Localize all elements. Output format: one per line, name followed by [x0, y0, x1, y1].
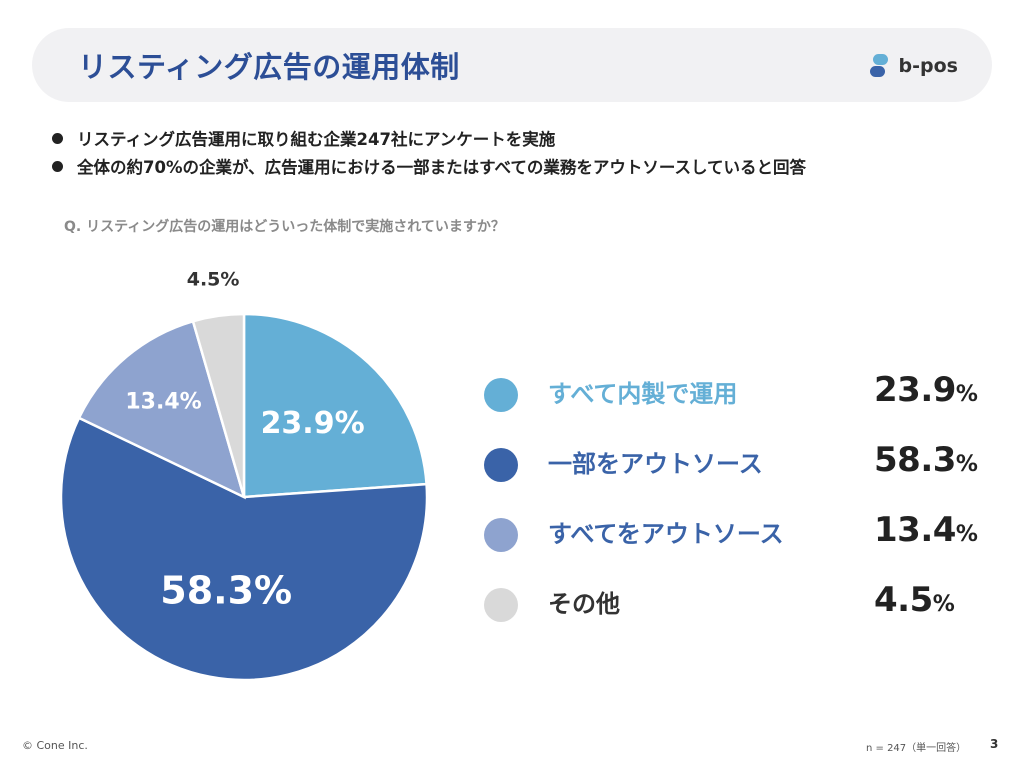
legend-value: 23.9%	[874, 370, 978, 410]
pie-slice-4	[191, 312, 246, 498]
bullet-item: リスティング広告運用に取り組む企業247社にアンケートを実施	[52, 126, 806, 154]
summary-bullets: リスティング広告運用に取り組む企業247社にアンケートを実施 全体の約70%の企…	[52, 126, 806, 182]
copyright: © Cone Inc.	[22, 739, 88, 752]
legend-label: すべて内製で運用	[548, 380, 738, 408]
legend-item-4: その他 4.5%	[484, 580, 984, 650]
pie-data-label-2: 58.3%	[160, 568, 292, 612]
b-pos-logo-icon	[869, 54, 888, 77]
legend-item-2: 一部をアウトソース 58.3%	[484, 440, 984, 510]
pie-data-label-3: 13.4%	[125, 390, 201, 415]
bullet-dot-icon	[52, 161, 63, 172]
legend-label: すべてをアウトソース	[548, 520, 784, 548]
sample-note: n = 247（単一回答）	[866, 743, 967, 754]
bullet-text: 全体の約70%の企業が、広告運用における一部またはすべての業務をアウトソースして…	[77, 158, 807, 177]
page-number: 3	[990, 737, 999, 751]
legend-value: 58.3%	[874, 440, 978, 480]
survey-question: Q. リスティング広告の運用はどういった体制で実施されていますか？	[64, 219, 505, 235]
bullet-text: リスティング広告運用に取り組む企業247社にアンケートを実施	[77, 130, 556, 149]
legend-value: 13.4%	[874, 510, 978, 550]
legend-swatch-icon	[484, 518, 518, 552]
bullet-dot-icon	[52, 133, 63, 144]
legend-item-3: すべてをアウトソース 13.4%	[484, 510, 984, 580]
pie-slice-3	[77, 319, 246, 500]
header-bar: リスティング広告の運用体制 b-pos	[32, 28, 992, 102]
legend-swatch-icon	[484, 448, 518, 482]
legend-swatch-icon	[484, 588, 518, 622]
legend-value: 4.5%	[874, 580, 955, 620]
legend-label: 一部をアウトソース	[548, 450, 763, 478]
legend-label: その他	[548, 590, 620, 618]
brand-logo: b-pos	[869, 52, 958, 80]
pie-data-label-1: 23.9%	[261, 406, 365, 441]
logo-text: b-pos	[898, 55, 958, 77]
bullet-item: 全体の約70%の企業が、広告運用における一部またはすべての業務をアウトソースして…	[52, 154, 806, 182]
legend-item-1: すべて内製で運用 23.9%	[484, 370, 984, 440]
pie-slice-1	[242, 312, 428, 499]
pie-data-label-4: 4.5%	[187, 270, 240, 291]
pie-slice-2	[59, 416, 429, 682]
pie-chart: 23.9% 58.3% 13.4% 4.5%	[59, 270, 429, 682]
page-title: リスティング広告の運用体制	[78, 50, 460, 84]
legend-swatch-icon	[484, 378, 518, 412]
chart-legend: すべて内製で運用 23.9% 一部をアウトソース 58.3% すべてをアウトソース 13.…	[484, 370, 984, 650]
